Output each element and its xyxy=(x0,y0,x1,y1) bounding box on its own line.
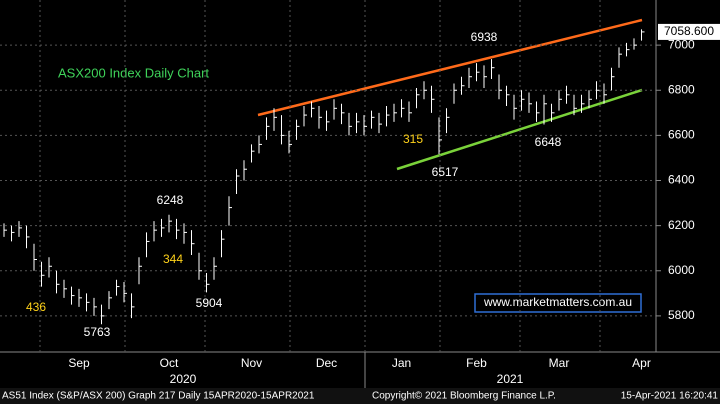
y-tick-label: 6400 xyxy=(668,173,695,187)
x-tick-label: Dec xyxy=(316,356,337,370)
last-price-label: 7058.600 xyxy=(664,24,714,38)
last-price-box xyxy=(658,23,720,40)
y-tick-label: 6600 xyxy=(668,128,695,142)
x-tick-label: Oct xyxy=(160,356,179,370)
watermark-box xyxy=(474,293,642,313)
chart-title: ASX200 Index Daily Chart xyxy=(58,65,209,80)
x-tick-label: Mar xyxy=(549,356,570,370)
annotation: 6517 xyxy=(432,165,459,179)
annotation: 5904 xyxy=(196,296,223,310)
annotation: 6648 xyxy=(535,135,562,149)
y-tick-label: 6200 xyxy=(668,218,695,232)
x-tick-label: Jan xyxy=(392,356,411,370)
y-tick-label: 6800 xyxy=(668,82,695,96)
annotation: 6938 xyxy=(471,30,498,44)
x-tick-label: Nov xyxy=(241,356,262,370)
footer-text: AS51 Index (S&P/ASX 200) Graph 217 Daily… xyxy=(2,391,315,402)
x-tick-label: Sep xyxy=(68,356,90,370)
x-tick-label: Feb xyxy=(466,356,487,370)
annotation: 5763 xyxy=(84,325,111,339)
watermark: www.marketmatters.com.au xyxy=(483,295,632,309)
annotation: 315 xyxy=(403,132,423,146)
y-tick-label: 5800 xyxy=(668,308,695,322)
x-tick-label: Apr xyxy=(632,356,651,370)
annotation: 436 xyxy=(26,300,46,314)
year-label: 2020 xyxy=(170,372,197,386)
year-label: 2021 xyxy=(497,372,524,386)
resistance-line xyxy=(257,18,643,117)
footer-text: Copyright© 2021 Bloomberg Finance L.P. xyxy=(372,391,556,402)
y-tick-label: 6000 xyxy=(668,263,695,277)
footer-bar xyxy=(0,388,720,404)
annotation: 344 xyxy=(163,252,183,266)
y-tick-label: 7000 xyxy=(668,37,695,51)
annotation: 6248 xyxy=(157,193,184,207)
footer-text: 15-Apr-2021 16:20:41 xyxy=(621,391,719,402)
support-line xyxy=(396,88,643,171)
